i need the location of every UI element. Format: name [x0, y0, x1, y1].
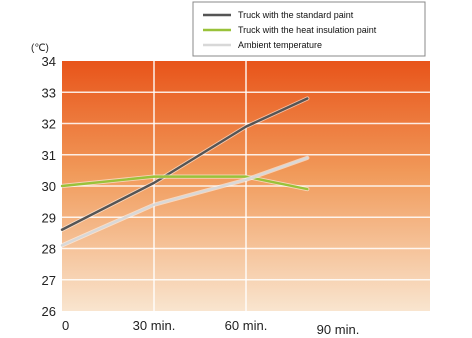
y-axis-ticks: 26 27 28 29 30 31 32 33 34	[42, 54, 56, 319]
legend-label-0: Truck with the standard paint	[238, 10, 354, 20]
series-line-1	[60, 175, 309, 191]
y-tick-label: 32	[42, 117, 56, 132]
x-tick-label: 0	[62, 318, 69, 333]
y-tick-label: 30	[42, 179, 56, 194]
y-tick-label: 28	[42, 242, 56, 257]
series-lines	[59, 96, 310, 248]
series-line-0	[60, 97, 309, 231]
y-tick-label: 31	[42, 148, 56, 163]
legend-box	[192, 1, 426, 57]
x-tick-label: 90 min.	[317, 322, 360, 337]
y-tick-label: 34	[42, 54, 56, 69]
x-tick-label: 30 min.	[133, 318, 176, 333]
legend-label-2: Ambient temperature	[238, 40, 322, 50]
y-tick-label: 27	[42, 273, 56, 288]
y-tick-label: 29	[42, 210, 56, 225]
legend: Truck with the standard paint Truck with …	[192, 1, 426, 57]
x-axis-ticks: 0 30 min. 60 min. 90 min.	[62, 318, 359, 337]
x-tick-label: 60 min.	[225, 318, 268, 333]
y-tick-label: 26	[42, 304, 56, 319]
y-unit-label: (℃)	[31, 43, 49, 54]
series-line-2	[60, 156, 309, 247]
legend-label-1: Truck with the heat insulation paint	[238, 25, 377, 35]
y-tick-label: 33	[42, 85, 56, 100]
